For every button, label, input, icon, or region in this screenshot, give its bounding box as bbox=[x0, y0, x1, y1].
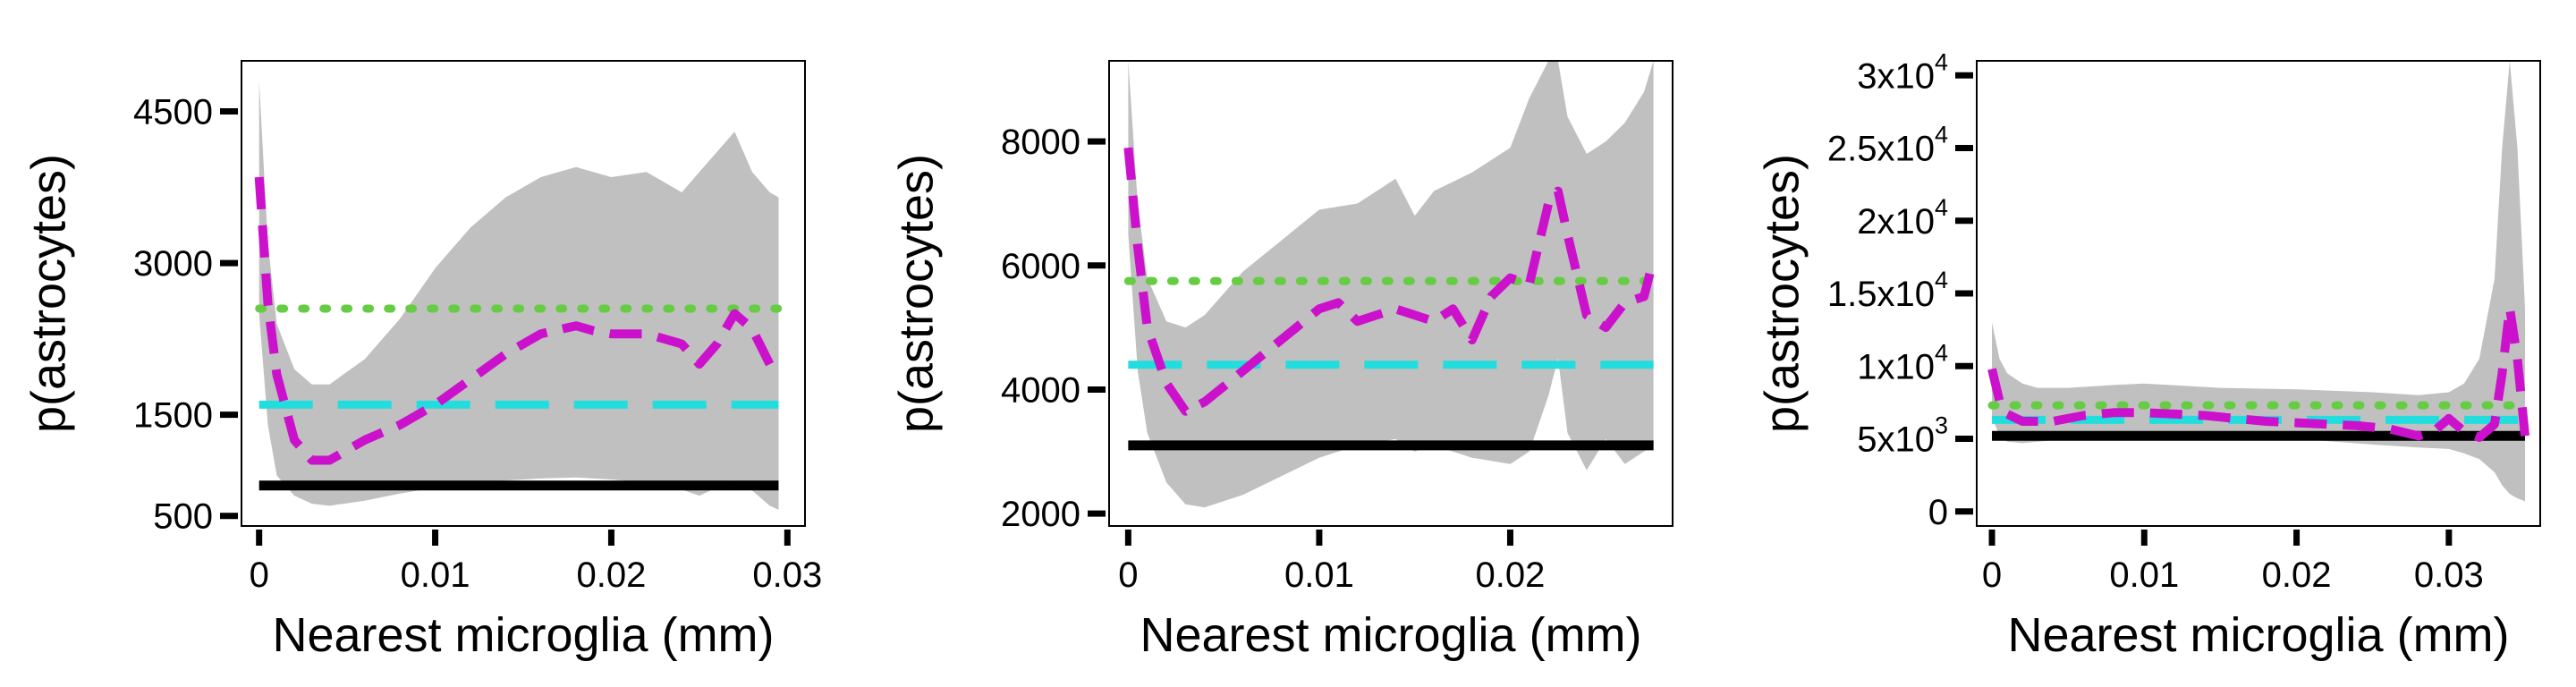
y-tick-label: 4500 bbox=[133, 93, 213, 132]
y-tick-label: 0 bbox=[1928, 493, 1948, 532]
y-tick-label: 1500 bbox=[133, 396, 213, 436]
estimate-line bbox=[254, 176, 775, 465]
estimate-line bbox=[1987, 303, 2529, 442]
x-tick-label: 0.01 bbox=[2109, 556, 2179, 595]
x-tick-label: 0.02 bbox=[577, 556, 647, 595]
y-tick-label: 5x103 bbox=[1857, 412, 1948, 460]
x-tick-label: 0.01 bbox=[401, 556, 470, 595]
y-tick-label: 1.5x104 bbox=[1827, 267, 1948, 314]
x-tick-label: 0.02 bbox=[2262, 556, 2332, 595]
y-tick-label: 2000 bbox=[1001, 495, 1080, 534]
x-tick-label: 0 bbox=[1982, 556, 2002, 595]
y-axis-title: p(astrocytes) bbox=[21, 154, 75, 433]
x-tick-label: 0 bbox=[250, 556, 269, 595]
x-tick-label: 0.02 bbox=[1476, 556, 1546, 595]
x-axis-title: Nearest microglia (mm) bbox=[1140, 608, 1641, 662]
y-tick-label: 8000 bbox=[1001, 123, 1080, 162]
y-tick-label: 3x104 bbox=[1857, 48, 1948, 96]
y-tick-label: 3000 bbox=[133, 244, 213, 284]
chart-panel-2: 2000 4000 6000 8000 0 0.01 0.02 Nearest microgl… bbox=[889, 60, 1674, 662]
y-tick-label: 4000 bbox=[1001, 370, 1080, 410]
x-tick-label: 0.01 bbox=[1284, 556, 1354, 595]
plot-frame bbox=[1108, 60, 1674, 527]
confidence-band bbox=[258, 81, 779, 510]
x-tick-label: 0.03 bbox=[2414, 556, 2484, 595]
x-axis-title: Nearest microglia (mm) bbox=[2007, 608, 2509, 662]
x-tick-label: 0 bbox=[1118, 556, 1138, 595]
chart-panel-3: 0 5x103 1x104 1.5x104 2x104 2.5x104 3x104 0 0.01… bbox=[1755, 48, 2541, 662]
plot-area bbox=[1987, 61, 2529, 502]
estimate-line bbox=[1123, 147, 1658, 416]
x-tick-label: 0.03 bbox=[752, 556, 822, 595]
x-axis-title: Nearest microglia (mm) bbox=[272, 608, 774, 662]
y-axis-title: p(astrocytes) bbox=[889, 154, 943, 433]
y-tick-label: 1x104 bbox=[1857, 339, 1948, 386]
plot-area bbox=[1123, 61, 1658, 508]
confidence-band bbox=[1992, 61, 2525, 502]
plot-frame bbox=[1976, 60, 2541, 527]
y-tick-label: 2x104 bbox=[1857, 194, 1948, 242]
y-tick-label: 2.5x104 bbox=[1827, 122, 1948, 169]
plot-frame bbox=[241, 60, 806, 527]
y-tick-label: 500 bbox=[153, 497, 213, 537]
y-axis-title: p(astrocytes) bbox=[1755, 154, 1809, 433]
y-tick-label: 6000 bbox=[1001, 247, 1080, 286]
plot-area bbox=[254, 81, 783, 510]
chart-panel-1: 500 1500 3000 4500 0 0.01 0.02 0.03 Nearest micr… bbox=[21, 60, 822, 662]
